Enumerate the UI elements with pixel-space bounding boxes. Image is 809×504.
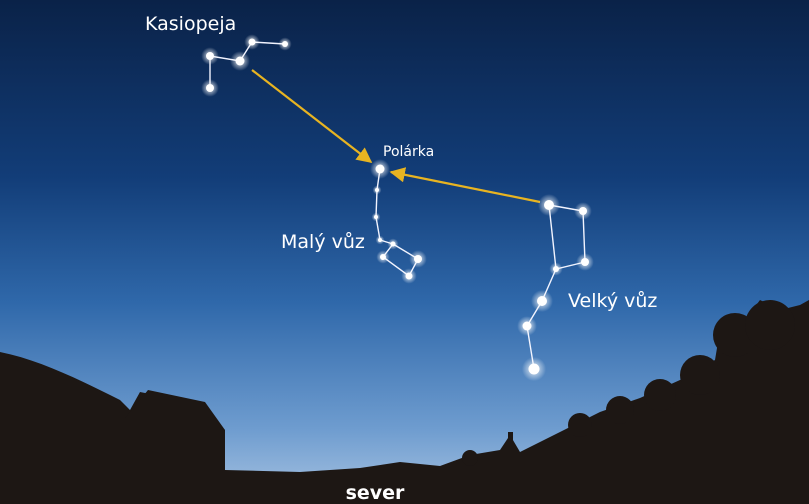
star	[282, 41, 288, 47]
label-polaris: Polárka	[383, 144, 434, 160]
label-north: sever	[346, 482, 405, 504]
star	[544, 200, 554, 210]
star	[249, 39, 256, 46]
sky-map: Kasiopeja Polárka Malý vůz Velký vůz sev…	[0, 0, 809, 504]
star	[391, 242, 396, 247]
star	[236, 57, 245, 66]
page: {"labels": {"cassiopeia": "Kasiopeja", "…	[0, 0, 809, 504]
star	[380, 254, 386, 260]
label-big-dipper: Velký vůz	[568, 290, 657, 312]
star	[206, 52, 214, 60]
star	[375, 188, 379, 192]
star	[378, 238, 382, 242]
star	[414, 255, 422, 263]
star	[376, 165, 385, 174]
star	[374, 215, 378, 219]
star	[206, 84, 214, 92]
star	[537, 296, 547, 306]
label-cassiopeia: Kasiopeja	[145, 13, 236, 35]
star	[579, 207, 587, 215]
star	[553, 266, 559, 272]
star	[581, 258, 589, 266]
star	[406, 273, 413, 280]
label-little-dipper: Malý vůz	[281, 231, 365, 253]
star	[529, 364, 540, 375]
star	[523, 322, 532, 331]
